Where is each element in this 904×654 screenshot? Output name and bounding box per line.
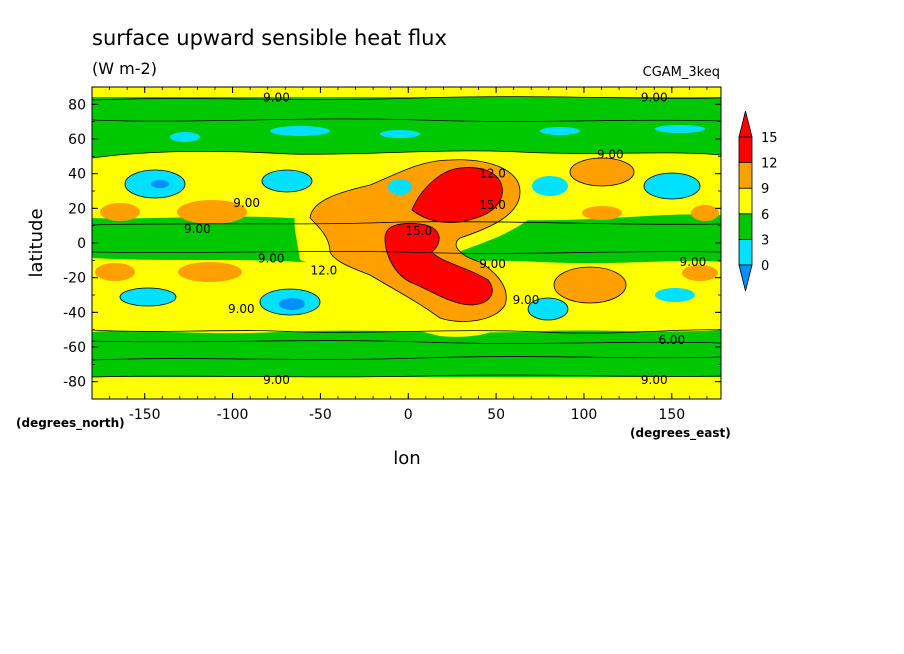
colorbar-label: 0 [761,259,769,274]
colorbar-segment [738,162,753,189]
x-tick-label: 150 [658,407,685,423]
colorbar-label: 12 [761,157,778,172]
y-axis-units: (degrees_north) [16,416,125,431]
contour-label: 9.00 [597,148,624,162]
colorbar-label: 6 [761,208,769,223]
contour-label: 9.00 [258,252,285,266]
x-tick-label: -150 [129,407,161,423]
x-tick-label: 50 [487,407,505,423]
y-axis: 80 60 40 20 0 -20 -40 -60 -80 [63,86,721,400]
contour-label: 9.00 [263,373,290,387]
dataset-name: CGAM_3keq [643,65,720,80]
colorbar-extend-max [738,110,753,138]
x-tick-label: -100 [217,407,249,423]
y-tick-label: 60 [68,132,86,148]
contour-label: 9.00 [233,196,260,210]
y-tick-label: -60 [63,340,86,356]
y-tick-label: 40 [68,167,86,183]
contour-label: 9.00 [513,293,540,307]
contour-label: 12.0 [311,264,338,278]
contour-label: 9.00 [263,90,290,104]
y-tick-label: -80 [63,375,86,391]
y-tick-label: 0 [77,236,86,252]
x-tick-label: 0 [404,407,413,423]
contour-label: 15.0 [405,224,432,238]
colorbar-extend-min [738,264,753,292]
x-tick-label: 100 [571,407,598,423]
x-axis-label: lon [393,448,420,469]
y-tick-label: -40 [63,305,86,321]
colorbar-label: 15 [761,131,778,146]
plot-area [92,87,721,399]
y-tick-label: -20 [63,271,86,287]
chart-title: surface upward sensible heat flux [92,26,447,50]
colorbar-segment [738,238,753,266]
contour-label: 9.00 [641,373,668,387]
colorbar-segment [738,136,753,164]
chart-units: (W m-2) [92,59,157,78]
contour-label: 15.0 [479,198,506,212]
contour-labels: 9.00 9.00 9.00 12.0 15.0 9.00 9.00 15.0 9.00 12.0… [184,90,706,387]
x-tick-label: -50 [309,407,332,423]
y-tick-label: 20 [68,201,86,217]
contour-label: 9.00 [228,302,255,316]
contour-label: 9.00 [680,255,707,269]
contour-label: 6.00 [658,333,685,347]
colorbar-segment [738,187,753,215]
colorbar-segment [738,213,753,240]
colorbar-label: 9 [761,182,769,197]
x-axis: -150 -100 -50 0 50 100 150 [109,87,708,423]
contour-label: 9.00 [184,222,211,236]
contour-label: 12.0 [479,167,506,181]
colorbar: 0 3 6 9 12 15 [738,110,778,292]
contour-label: 9.00 [479,257,506,271]
x-axis-units: (degrees_east) [630,426,731,441]
contour-label: 9.00 [641,90,668,104]
y-tick-label: 80 [68,97,86,113]
colorbar-label: 3 [761,233,769,248]
y-axis-label: latitude [26,208,47,277]
